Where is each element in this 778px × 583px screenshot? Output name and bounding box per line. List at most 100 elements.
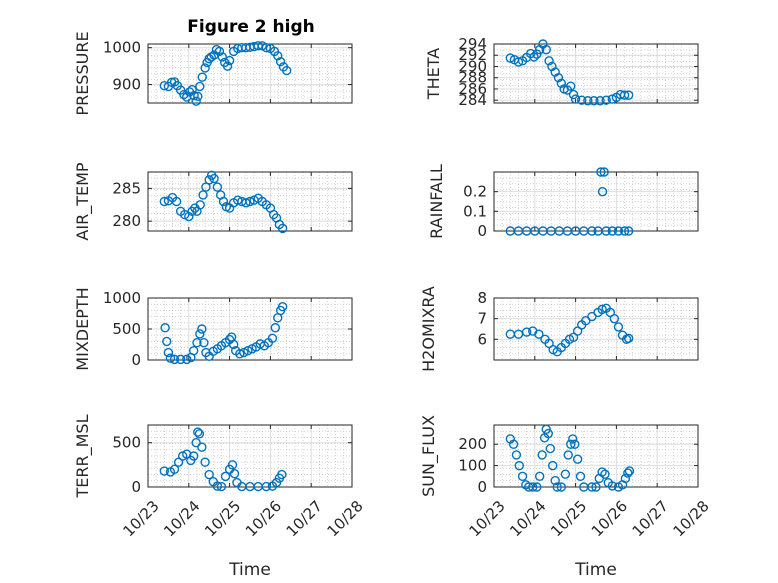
y-axis-label: H2OMIXRA (419, 286, 438, 372)
data-point (217, 52, 227, 62)
data-point (275, 57, 286, 67)
x-axis-label: Time (574, 560, 617, 580)
y-axis-label: MIXDEPTH (73, 287, 92, 370)
data-point (179, 89, 189, 100)
data-point (224, 55, 235, 66)
data-point (552, 482, 562, 492)
data-point (270, 323, 280, 333)
data-point (261, 481, 272, 492)
y-tick-label: 0.2 (463, 183, 487, 201)
data-point (277, 223, 288, 234)
data-point (195, 329, 205, 339)
data-point (218, 196, 229, 207)
data-point (513, 57, 524, 67)
y-tick-label: 286 (458, 80, 487, 98)
data-point (245, 196, 255, 207)
data-point (566, 439, 576, 449)
data-point (537, 450, 547, 460)
data-point (575, 471, 586, 482)
data-point (197, 324, 207, 334)
data-point (162, 336, 172, 347)
data-point (544, 56, 554, 66)
data-point (195, 200, 205, 210)
y-tick-label: 8 (477, 289, 487, 307)
data-point (597, 304, 607, 315)
y-tick-label: 284 (458, 91, 487, 109)
axes-frame (493, 297, 699, 361)
data-point (277, 469, 287, 480)
x-tick-label: 10/26 (242, 497, 285, 540)
data-point (212, 182, 223, 192)
data-point (273, 51, 283, 61)
y-tick-label: 0 (131, 351, 141, 369)
data-point (577, 95, 587, 105)
y-tick-label: 900 (112, 76, 141, 94)
data-point (529, 52, 539, 62)
data-point (550, 475, 560, 486)
data-point (596, 167, 606, 177)
y-tick-label: 500 (112, 320, 141, 338)
data-point (193, 91, 203, 102)
y-axis-label: PRESSURE (73, 31, 92, 115)
data-point (197, 442, 207, 452)
data-point (521, 327, 532, 337)
data-point (587, 226, 597, 236)
y-tick-label: 100 (458, 457, 487, 475)
y-axis-label: THETA (424, 48, 443, 100)
data-point (570, 94, 581, 104)
data-point (545, 443, 556, 454)
x-tick-label: 10/25 (201, 497, 244, 540)
data-point (169, 464, 180, 474)
data-point (220, 471, 231, 482)
data-point (222, 61, 233, 71)
data-point (188, 346, 199, 356)
data-point (209, 173, 219, 184)
data-point (160, 323, 170, 333)
data-point (241, 198, 251, 208)
data-point (566, 81, 576, 91)
data-point (548, 460, 558, 471)
data-point (623, 333, 634, 343)
subplot-sun_flux: 0 100 200 SUN_FLUX 10/2310/2410/2510/2610/27… (419, 415, 713, 580)
data-point (595, 96, 605, 106)
data-point (216, 481, 227, 492)
data-point (235, 349, 245, 359)
data-point (591, 482, 601, 492)
data-point (572, 454, 583, 464)
data-point (568, 89, 579, 100)
axes-frame (147, 297, 353, 361)
data-point (195, 81, 205, 92)
axes-frame (147, 171, 353, 232)
y-tick-label: 0.1 (463, 202, 487, 220)
data-point (175, 354, 186, 365)
data-point (204, 175, 214, 185)
data-point (607, 481, 618, 491)
y-tick-label: 288 (458, 69, 487, 87)
y-axis-label: SUN_FLUX (419, 415, 439, 497)
subplot-pressure: 900 1000 PRESSURE (73, 31, 353, 116)
y-axis-label: AIR_TEMP (73, 162, 93, 240)
data-point (282, 65, 292, 76)
data-point (528, 482, 538, 492)
data-point (517, 471, 528, 482)
data-point (228, 339, 239, 350)
x-tick-label: 10/25 (547, 497, 590, 540)
data-point (194, 429, 205, 439)
data-point (188, 451, 199, 461)
data-point (607, 226, 618, 236)
subplot-rainfall: 0 0.10.2 RAINFALL (427, 164, 699, 240)
x-tick-label: 10/28 (323, 497, 366, 540)
x-tick-label: 10/23 (119, 497, 162, 540)
x-tick-label: 10/27 (283, 497, 326, 540)
data-point (553, 73, 564, 83)
data-point (556, 78, 567, 89)
y-tick-label: 1000 (103, 39, 141, 57)
data-point (163, 347, 174, 358)
data-point (200, 457, 210, 467)
data-point (204, 469, 214, 480)
data-point (159, 80, 170, 91)
y-tick-label: 500 (112, 434, 141, 452)
